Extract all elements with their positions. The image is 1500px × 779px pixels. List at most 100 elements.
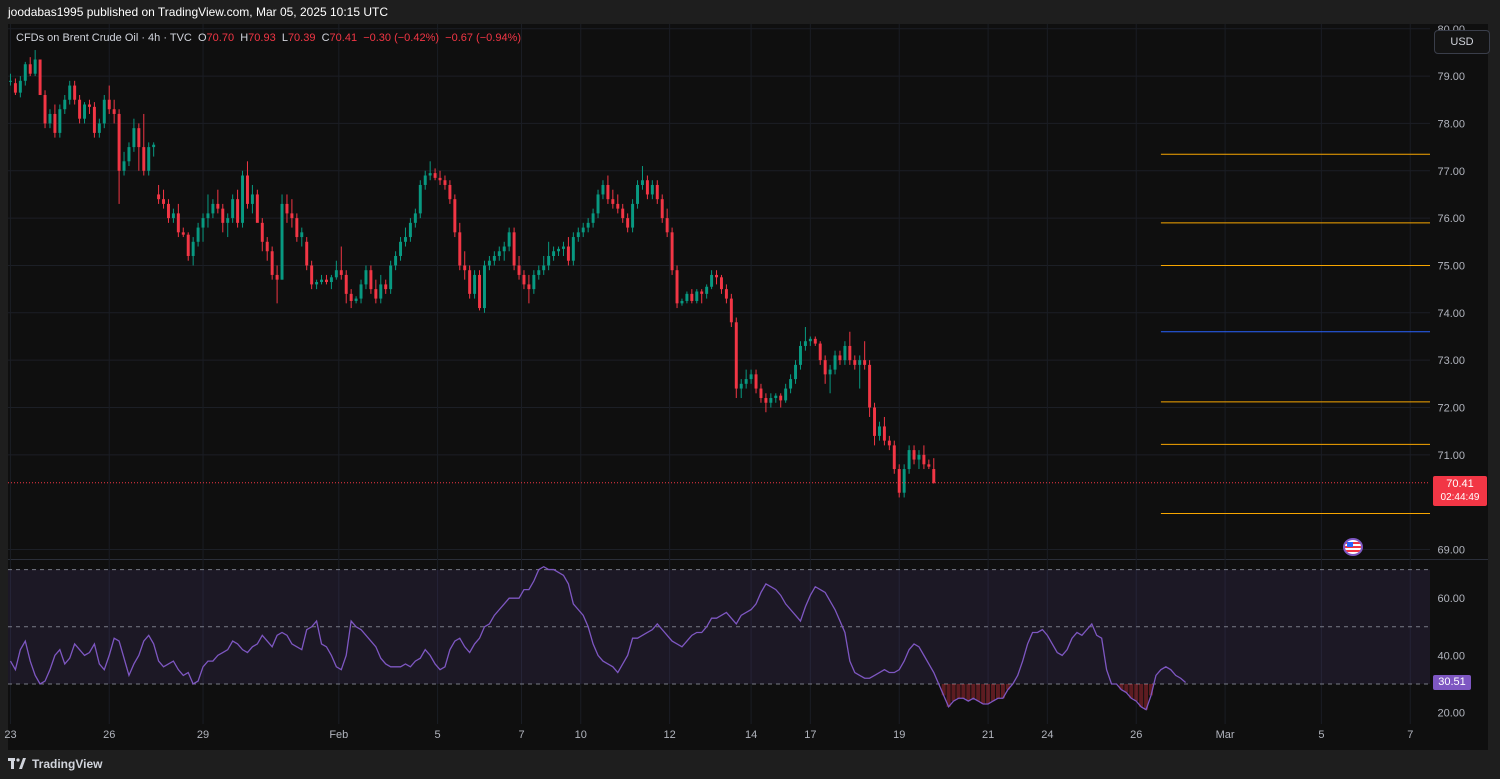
candle-body [374,289,378,299]
candle-body [645,180,649,195]
price-tick-label: 75.00 [1437,260,1465,272]
open-value: 70.70 [206,32,235,44]
candle-body [8,80,12,82]
time-tick-label: 26 [103,729,115,741]
candle-body [517,265,521,275]
candle-body [808,338,812,342]
candle-body [848,345,852,361]
chart-frame[interactable]: 80.00 79.00 78.00 77.00 76.00 75.00 74.00 73.00… [0,24,1500,750]
candle-body [552,251,556,256]
candle-body [359,284,363,299]
candle-body [305,241,309,266]
candle-body [774,395,778,399]
us-flag-event-icon[interactable] [1343,538,1363,556]
candle-body [453,199,457,233]
candle-body [43,95,47,124]
candle-body [512,232,516,266]
candle-body [83,104,87,119]
candle-body [675,270,679,304]
candle-body [843,345,847,361]
candle-body [270,251,274,275]
candle-body [181,232,185,235]
bar-countdown: 02:44:49 [1440,492,1480,503]
candle-body [394,255,398,266]
candle-body [73,85,77,100]
candle-body [803,341,807,346]
candle-body [315,282,319,285]
candle-body [522,274,526,285]
candle-body [241,175,245,223]
candles [8,50,936,498]
candle-body [621,208,625,219]
candle-body [892,445,896,470]
price-tick-label: 80.00 [1437,24,1465,36]
candle-body [231,199,235,219]
candle-body [724,289,728,299]
candle-body [586,222,590,228]
candle-body [236,199,240,223]
price-tick-label: 79.00 [1437,71,1465,83]
candle-body [68,85,72,100]
candle-body [78,99,82,119]
candle-body [87,104,91,107]
candle-body [255,194,259,223]
candle-body [561,246,565,249]
candle-body [917,454,921,460]
candle-body [734,322,738,389]
candle-body [122,161,126,171]
candle-body [265,241,269,252]
candle-body [680,300,684,304]
price-tick-label: 72.00 [1437,402,1465,414]
candle-body [863,360,867,365]
candle-body [887,440,891,446]
candle-body [729,298,733,323]
candle-body [685,293,689,301]
candle-body [798,345,802,365]
candle-body [823,360,827,375]
time-tick-label: 5 [435,729,441,741]
brand-name[interactable]: TradingView [32,757,103,771]
high-label: H [240,32,249,44]
time-tick-label: Mar [1216,729,1235,741]
chart-background [8,24,1488,750]
candle-body [28,64,32,74]
candle-body [818,343,822,361]
last-price-value: 70.41 [1446,478,1474,490]
time-tick-label: 23 [4,729,16,741]
close-label: C [321,32,330,44]
candle-body [468,270,472,294]
time-tick-label: 24 [1041,729,1053,741]
candle-body [13,83,17,93]
candle-body [670,232,674,271]
candle-body [507,232,511,247]
candle-body [23,64,27,81]
candle-body [102,99,106,124]
symbol-legend: CFDs on Brent Crude Oil · 4h · TVC O70.7… [16,32,521,44]
candle-body [813,338,817,344]
candle-body [527,284,531,290]
candle-body [176,213,180,233]
candle-body [320,279,324,283]
candle-body [759,388,763,399]
currency-button[interactable]: USD [1434,30,1490,54]
candle-body [833,355,837,370]
candle-body [428,173,432,176]
close-value: 70.41 [329,32,358,44]
chart-canvas[interactable]: 80.00 79.00 78.00 77.00 76.00 75.00 74.00 73.00… [0,24,1500,750]
candle-body [290,213,294,219]
candle-body [873,407,877,436]
symbol-name[interactable]: CFDs on Brent Crude Oil · 4h · TVC [16,32,192,44]
candle-body [902,469,906,493]
candle-body [794,364,798,380]
time-tick-label: 10 [575,729,587,741]
candle-body [754,374,758,389]
time-tick-label: Feb [329,729,348,741]
candle-body [216,203,220,209]
high-value: 70.93 [248,32,276,44]
candle-body [211,203,215,214]
candle-body [339,270,343,275]
price-tick-label: 73.00 [1437,355,1465,367]
candle-body [858,360,862,365]
time-tick-label: 7 [1407,729,1413,741]
candle-body [828,369,832,375]
